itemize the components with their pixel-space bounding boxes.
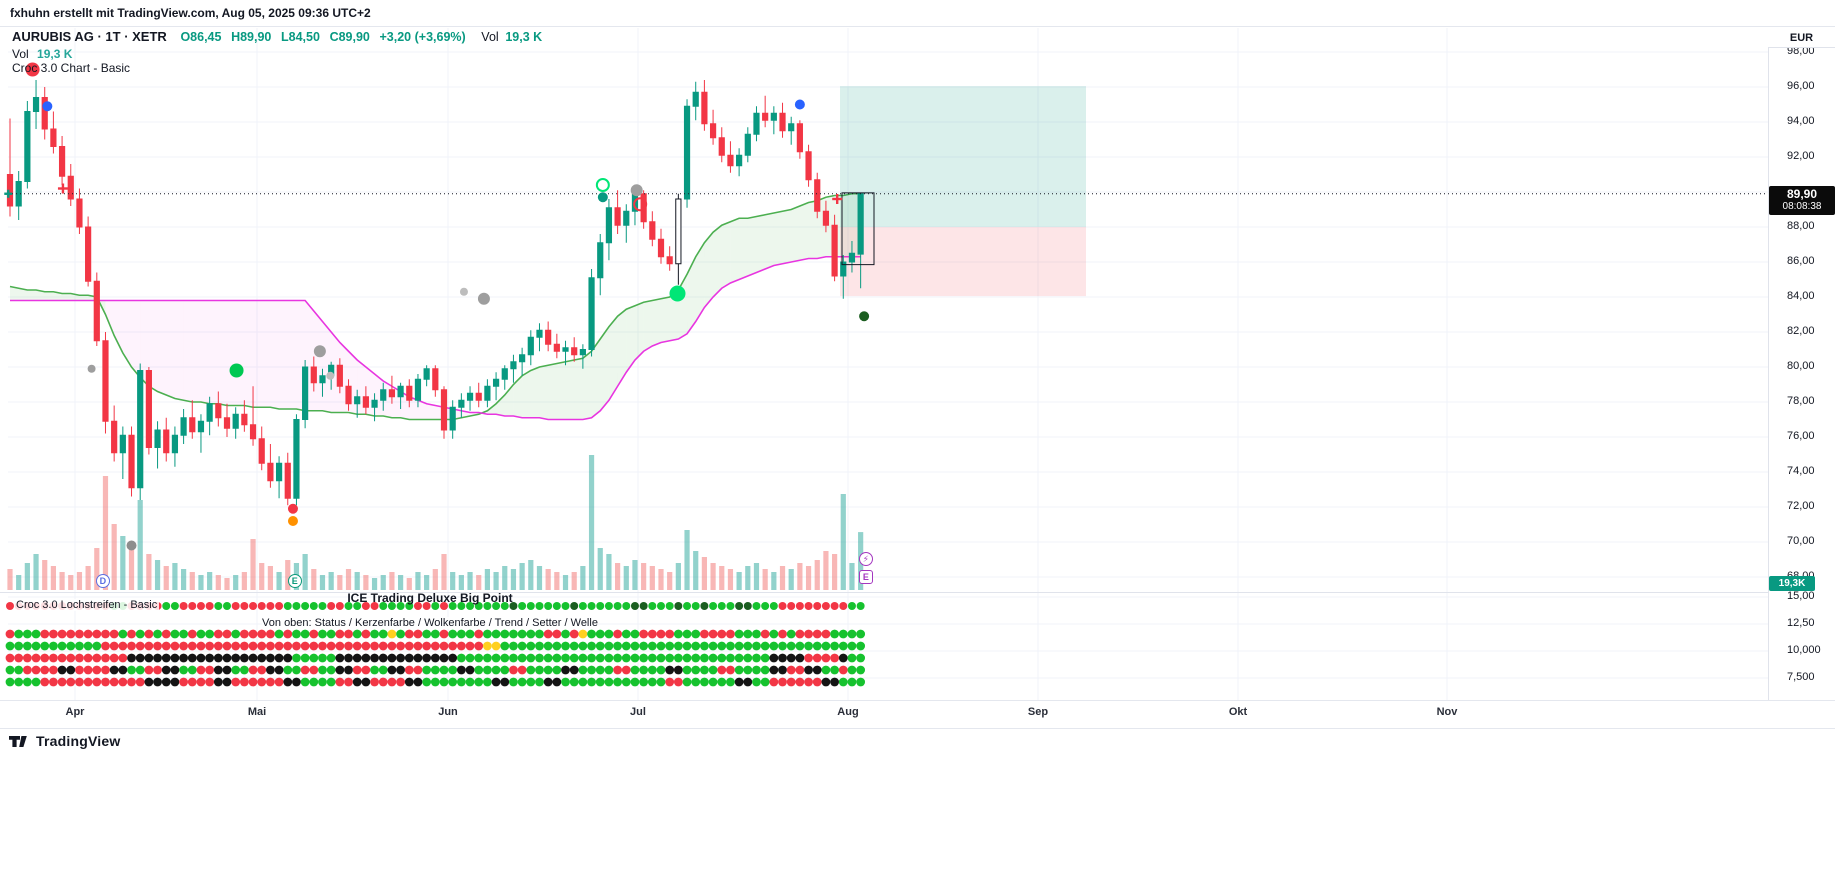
price-tick: 98,00 [1787,45,1815,57]
markers-layer [4,62,870,551]
punch-rows [5,602,866,687]
price-tick: 76,00 [1787,430,1815,442]
indicator-scale-tick: 12,50 [1787,617,1815,629]
price-tick: 78,00 [1787,395,1815,407]
price-tick: 92,00 [1787,150,1815,162]
price-tick: 74,00 [1787,465,1815,477]
volume-legend[interactable]: Vol 19,3 K [12,47,72,61]
trade-zones [840,86,1086,297]
time-tick: Apr [65,706,85,718]
bar-countdown: 08:08:38 [1782,201,1822,212]
change-value: +3,20 (+3,69%) [379,30,466,44]
attribution-text: fxhuhn erstellt mit TradingView.com, Aug… [10,6,371,20]
header-separator [0,26,1835,27]
price-tick: 96,00 [1787,80,1815,92]
price-tick: 86,00 [1787,255,1815,267]
time-tick: Jul [630,706,646,718]
indicator-scale-tick: 7,500 [1787,671,1815,683]
vol-label: Vol [481,30,499,44]
flash-badge[interactable]: ⚡ [858,552,873,566]
price-tick: 72,00 [1787,500,1815,512]
price-tick: 88,00 [1787,220,1815,232]
price-tick: 70,00 [1787,535,1815,547]
earnings-badge[interactable]: E [287,574,302,588]
earnings-badge[interactable]: E [858,570,873,584]
tradingview-brand-text: TradingView [36,733,121,749]
indicator-scale-tick: 15,00 [1787,590,1815,602]
indicator-legend-croc-chart[interactable]: Croc 3.0 Chart - Basic [12,61,131,75]
ohlc-close: C89,90 [329,30,370,44]
price-tick: 84,00 [1787,290,1815,302]
stop-zone [840,227,1086,297]
tradingview-footer[interactable]: TradingView [8,733,120,749]
ohlc-open: O86,45 [180,30,222,44]
currency-button[interactable]: EUR [1768,28,1835,48]
target-zone [840,86,1086,227]
price-tick: 82,00 [1787,325,1815,337]
vol-row-value: 19,3 K [37,47,73,61]
punch-rows-caption: Von oben: Status / Kerzenfarbe / Wolkenf… [262,617,598,629]
indicator-scale-tick: 10,000 [1787,644,1821,656]
time-tick: Nov [1436,706,1458,718]
footer-border [0,728,1835,729]
price-tick: 80,00 [1787,360,1815,372]
pane-divider [0,592,1768,593]
time-tick: Mai [247,706,267,718]
symbol-legend[interactable]: AURUBIS AG · 1T · XETR O86,45 H89,90 L84… [12,29,548,44]
price-axis-border [1768,28,1769,700]
time-tick: Jun [438,706,458,718]
ohlc-low: L84,50 [281,30,320,44]
vol-value: 19,3 K [505,30,543,44]
dividend-badge[interactable]: D [95,574,110,588]
price-tick: 94,00 [1787,115,1815,127]
candles-layer [6,80,864,506]
grid-layer [8,28,1768,700]
vol-row-label: Vol [12,47,29,61]
time-tick: Okt [1228,706,1248,718]
tradingview-logo [9,735,27,747]
watermark-ice-trading: ICE Trading Deluxe Big Point [347,591,513,605]
ohlc-high: H89,90 [231,30,272,44]
position-box [841,192,875,266]
symbol-title: AURUBIS AG · 1T · XETR [12,29,167,44]
time-tick: Aug [837,706,859,718]
last-price-label: 89,90 08:08:38 [1769,186,1835,215]
time-axis-border [0,700,1835,701]
indicator-legend-lochstreifen[interactable]: Croc 3.0 Lochstreifen - Basic [14,599,160,611]
last-price-value: 89,90 [1786,187,1818,201]
volume-layer [7,455,864,590]
time-tick: Sep [1027,706,1049,718]
volume-axis-badge: 19,3K [1769,576,1815,591]
